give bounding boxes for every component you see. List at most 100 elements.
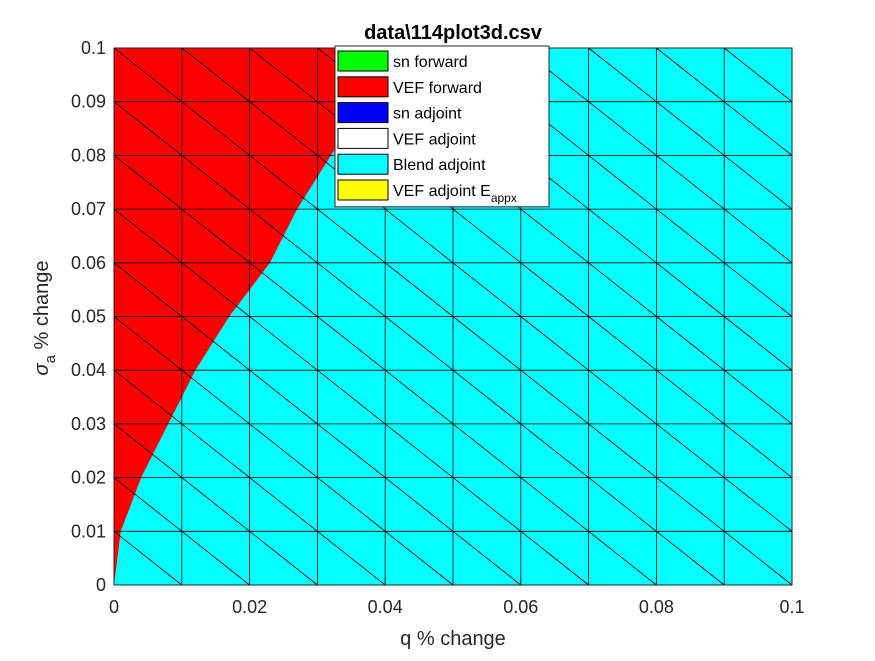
mesh-line-diagonal: [656, 477, 725, 532]
mesh-line-diagonal: [723, 155, 793, 210]
mesh-line-diagonal: [723, 47, 793, 103]
legend-swatch: [337, 179, 389, 201]
mesh-line-diagonal: [317, 530, 386, 586]
legend-swatch: [337, 153, 389, 175]
x-tick-label: 0.06: [503, 597, 538, 617]
mesh-line-diagonal: [588, 101, 657, 156]
mesh-line-diagonal: [249, 369, 318, 425]
legend-label: Blend adjoint: [393, 157, 486, 174]
mesh-line-diagonal: [384, 316, 454, 371]
y-tick-label: 0.08: [71, 145, 106, 165]
legend-label: VEF adjoint Eappx: [393, 183, 517, 205]
mesh-line-diagonal: [452, 477, 522, 532]
mesh-line-diagonal: [181, 155, 250, 210]
y-axis-label: σa % change: [31, 261, 59, 376]
mesh-line-diagonal: [656, 369, 725, 425]
mesh-line-diagonal: [452, 423, 522, 478]
mesh-line-diagonal: [723, 262, 793, 317]
x-tick-label: 0.02: [232, 597, 267, 617]
x-tick-label: 0.1: [779, 597, 804, 617]
legend-label: sn adjoint: [393, 106, 462, 123]
mesh-line-diagonal: [113, 316, 183, 371]
mesh-line-diagonal: [656, 155, 725, 210]
mesh-line-diagonal: [520, 369, 589, 425]
mesh-line-diagonal: [181, 262, 250, 317]
mesh-line-diagonal: [113, 155, 183, 210]
mesh-line-diagonal: [384, 208, 454, 264]
legend-label-subscript: appx: [491, 191, 517, 205]
y-tick-label: 0.01: [71, 521, 106, 541]
mesh-line-diagonal: [452, 530, 522, 586]
mesh-line-diagonal: [384, 369, 454, 425]
mesh-line-diagonal: [723, 316, 793, 371]
chart-title: data\114plot3d.csv: [364, 22, 543, 44]
mesh-line-diagonal: [588, 369, 657, 425]
x-tick-label: 0: [109, 597, 119, 617]
mesh-line-diagonal: [181, 530, 250, 586]
mesh-line-diagonal: [588, 477, 657, 532]
tick-label-layer: 0 0.02 0.04 0.06 0.08 0.1 0 0.01 0.02 0.03 0.04 0.0…: [71, 38, 805, 617]
mesh-line-diagonal: [113, 101, 183, 156]
y-tick-label: 0.03: [71, 414, 106, 434]
mesh-line-diagonal: [317, 369, 386, 425]
mesh-line-diagonal: [588, 423, 657, 478]
mesh-line-diagonal: [452, 316, 522, 371]
mesh-line-diagonal: [249, 316, 318, 371]
mesh-line-diagonal: [723, 101, 793, 156]
legend-swatch: [337, 76, 389, 98]
y-axis-label-suffix: % change: [31, 261, 53, 356]
mesh-line-diagonal: [656, 101, 725, 156]
y-tick-label: 0.02: [71, 468, 106, 488]
mesh-line-diagonal: [249, 208, 318, 264]
y-axis-label-symbol: σ: [31, 362, 53, 375]
y-tick-label: 0.06: [71, 253, 106, 273]
mesh-line-diagonal: [181, 101, 250, 156]
mesh-line-diagonal: [249, 47, 318, 103]
mesh-line-diagonal: [520, 262, 589, 317]
mesh-line-diagonal: [656, 208, 725, 264]
mesh-line-diagonal: [588, 155, 657, 210]
legend-label: VEF forward: [393, 80, 482, 97]
mesh-line-diagonal: [588, 208, 657, 264]
mesh-line-diagonal: [249, 101, 318, 156]
mesh-line-diagonal: [723, 208, 793, 264]
mesh-line-diagonal: [113, 47, 183, 103]
y-axis-label-subscript: a: [42, 354, 59, 363]
mesh-line-diagonal: [656, 316, 725, 371]
mesh-line-diagonal: [520, 316, 589, 371]
mesh-line-diagonal: [384, 477, 454, 532]
y-tick-label: 0.1: [81, 38, 106, 58]
mesh-line-diagonal: [113, 208, 183, 264]
mesh-line-diagonal: [452, 262, 522, 317]
mesh-line-diagonal: [317, 477, 386, 532]
mesh-line-diagonal: [113, 477, 183, 532]
mesh-line-diagonal: [181, 208, 250, 264]
mesh-line-diagonal: [588, 47, 657, 103]
x-tick-label: 0.04: [368, 597, 403, 617]
mesh-line-diagonal: [723, 423, 793, 478]
mesh-line-diagonal: [113, 369, 183, 425]
mesh-line-diagonal: [520, 530, 589, 586]
mesh-line-diagonal: [723, 530, 793, 586]
x-axis-label: q % change: [400, 628, 506, 650]
mesh-line-diagonal: [452, 369, 522, 425]
mesh-line-diagonal: [723, 477, 793, 532]
mesh-line-diagonal: [249, 530, 318, 586]
mesh-line-diagonal: [317, 262, 386, 317]
mesh-line-diagonal: [588, 316, 657, 371]
mesh-line-diagonal: [249, 155, 318, 210]
mesh-line-diagonal: [181, 47, 250, 103]
legend-swatch: [337, 50, 389, 72]
mesh-line-diagonal: [384, 530, 454, 586]
mesh-line-diagonal: [520, 423, 589, 478]
mesh-line-diagonal: [656, 530, 725, 586]
y-tick-label: 0.09: [71, 92, 106, 112]
mesh-line-diagonal: [181, 369, 250, 425]
mesh-line-diagonal: [317, 208, 386, 264]
mesh-line-diagonal: [249, 262, 318, 317]
mesh-line-diagonal: [520, 477, 589, 532]
mesh-line-diagonal: [384, 262, 454, 317]
legend-label: VEF adjoint: [393, 131, 476, 148]
mesh-line-diagonal: [656, 423, 725, 478]
